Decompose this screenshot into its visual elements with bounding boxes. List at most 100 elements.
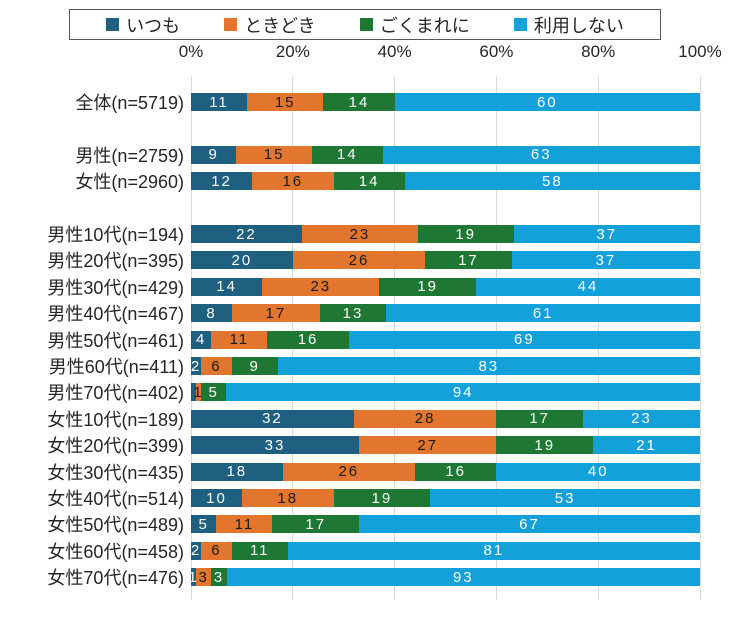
value-label: 14: [336, 146, 358, 164]
value-label: 18: [277, 489, 299, 507]
bar-segment-利用しない: 44: [476, 277, 700, 296]
bar-track: 2 6 9 83: [191, 357, 701, 375]
bar-track: 10 18 19 53: [191, 489, 700, 507]
bar-segment-利用しない: 63: [382, 145, 700, 164]
value-label: 5: [208, 383, 219, 401]
bar-track: 1 5 94: [191, 383, 701, 402]
bar-row: 男性10代(n=194) 22 23 19 37: [0, 221, 735, 247]
value-label: 12: [211, 172, 232, 190]
value-label: 11: [229, 331, 250, 349]
value-label: 16: [282, 172, 304, 190]
value-label: 37: [596, 225, 618, 243]
value-label: 60: [536, 93, 558, 111]
value-label: 22: [236, 225, 257, 243]
value-label: 19: [417, 278, 439, 296]
value-label: 14: [358, 172, 380, 190]
legend-item: いつも: [106, 12, 180, 38]
bar-segment-ごくまれに: 19: [496, 436, 594, 455]
value-label: 3: [213, 568, 225, 586]
bar-segment-いつも: 1: [188, 568, 199, 587]
value-label: 17: [265, 304, 287, 322]
bar-segment-ときどき: 26: [282, 462, 415, 481]
bar-segment-ごくまれに: 14: [311, 145, 383, 164]
bar-row: 女性(n=2960) 12 16 14 58: [0, 168, 735, 194]
legend-label: ときどき: [244, 15, 316, 36]
bar-track: 20 26 17 37: [191, 251, 700, 270]
bar-row: 女性40代(n=514) 10 18 19 53: [0, 485, 735, 511]
bar-segment-ときどき: 6: [201, 357, 232, 375]
x-axis-tick-label: 40%: [377, 42, 412, 61]
bar-track: 9 15 14 63: [191, 145, 700, 164]
value-label: 83: [478, 357, 500, 375]
bar-segment-ごくまれに: 17: [425, 251, 512, 270]
bar-segment-利用しない: 83: [277, 357, 701, 375]
value-label: 19: [534, 436, 556, 454]
bar-segment-利用しない: 21: [593, 436, 700, 455]
bar-segment-ごくまれに: 19: [333, 489, 431, 507]
category-label: 男性10代(n=194): [47, 225, 184, 245]
spacer-row: [0, 195, 735, 221]
bar-segment-利用しない: 60: [394, 93, 700, 111]
value-label: 5: [198, 515, 209, 533]
legend-item: ごくまれに: [359, 12, 470, 38]
bar-track: 32 28 17 23: [191, 409, 700, 428]
bar-track: 18 26 16 40: [191, 462, 700, 481]
value-label: 28: [414, 410, 436, 428]
value-label: 23: [349, 225, 371, 243]
category-label: 女性20代(n=399): [47, 436, 184, 457]
category-label: 男性20代(n=395): [47, 251, 184, 272]
value-label: 20: [231, 251, 253, 269]
bar-segment-ときどき: 15: [236, 145, 312, 164]
x-axis-tick-label: 20%: [275, 42, 310, 61]
bar-segment-いつも: 18: [191, 462, 283, 481]
bar-track: 8 17 13 61: [191, 304, 700, 323]
value-label: 53: [554, 489, 576, 507]
bar-segment-ごくまれに: 13: [319, 304, 387, 323]
bar-segment-ときどき: 11: [211, 330, 268, 349]
bar-row: 男性20代(n=395) 20 26 17 37: [0, 247, 735, 273]
bar-segment-ごくまれに: 17: [496, 409, 583, 428]
value-label: 14: [348, 93, 370, 111]
bar-track: 4 11 16 69: [191, 330, 700, 349]
bar-segment-いつも: 33: [191, 436, 359, 455]
value-label: 23: [631, 410, 652, 428]
bar-segment-いつも: [191, 383, 197, 402]
bar-row: 女性50代(n=489) 5 11 17 67: [0, 511, 735, 537]
bar-segment-利用しない: 94: [226, 383, 701, 402]
bar-segment-ときどき: 23: [262, 277, 380, 296]
bar-segment-ときどき: 23: [301, 225, 418, 243]
bar-segment-いつも: 4: [191, 330, 212, 349]
bar-segment-利用しない: 67: [358, 515, 700, 534]
value-label: 44: [577, 278, 599, 296]
bar-row: 女性60代(n=458) 2 6 11 81: [0, 538, 735, 564]
value-label: 13: [342, 304, 364, 322]
value-label: 6: [211, 357, 222, 375]
bar-segment-ごくまれに: 16: [267, 330, 349, 349]
value-label: 69: [514, 331, 535, 349]
bar-segment-いつも: 32: [191, 409, 354, 428]
value-label: 21: [636, 436, 657, 454]
bar-track: 14 23 19 44: [191, 277, 700, 296]
bar-segment-いつも: 12: [191, 172, 253, 191]
category-label: 女性70代(n=476): [47, 568, 184, 589]
bar-row: 男性50代(n=461) 4 11 16 69: [0, 327, 735, 353]
value-label: 81: [483, 542, 505, 560]
value-label: 4: [196, 331, 207, 349]
bar-segment-ときどき: 28: [353, 409, 497, 428]
category-label: 女性60代(n=458): [47, 541, 184, 562]
bar-segment-利用しない: 61: [386, 304, 700, 323]
bar-segment-ときどき: 1: [193, 383, 202, 402]
bar-segment-ごくまれに: 5: [201, 383, 227, 402]
bar-segment-いつも: 14: [191, 277, 263, 296]
value-label: 67: [519, 515, 540, 533]
bar-segment-ごくまれに: 17: [272, 515, 359, 534]
bar-segment-ごくまれに: 9: [231, 357, 278, 375]
value-label: 2: [190, 542, 202, 560]
value-label: 18: [226, 463, 248, 481]
value-label: 1: [188, 568, 199, 586]
bar-segment-ごくまれに: 14: [323, 93, 395, 111]
bar-rows: 全体(n=5719) 11 15 14 60 男性(n=2759) 9 15 14 63 女性(n=…: [0, 89, 735, 595]
legend-swatch-icon: [106, 18, 120, 31]
bar-segment-ときどき: 11: [216, 515, 273, 534]
bar-segment-利用しない: 37: [511, 251, 700, 270]
